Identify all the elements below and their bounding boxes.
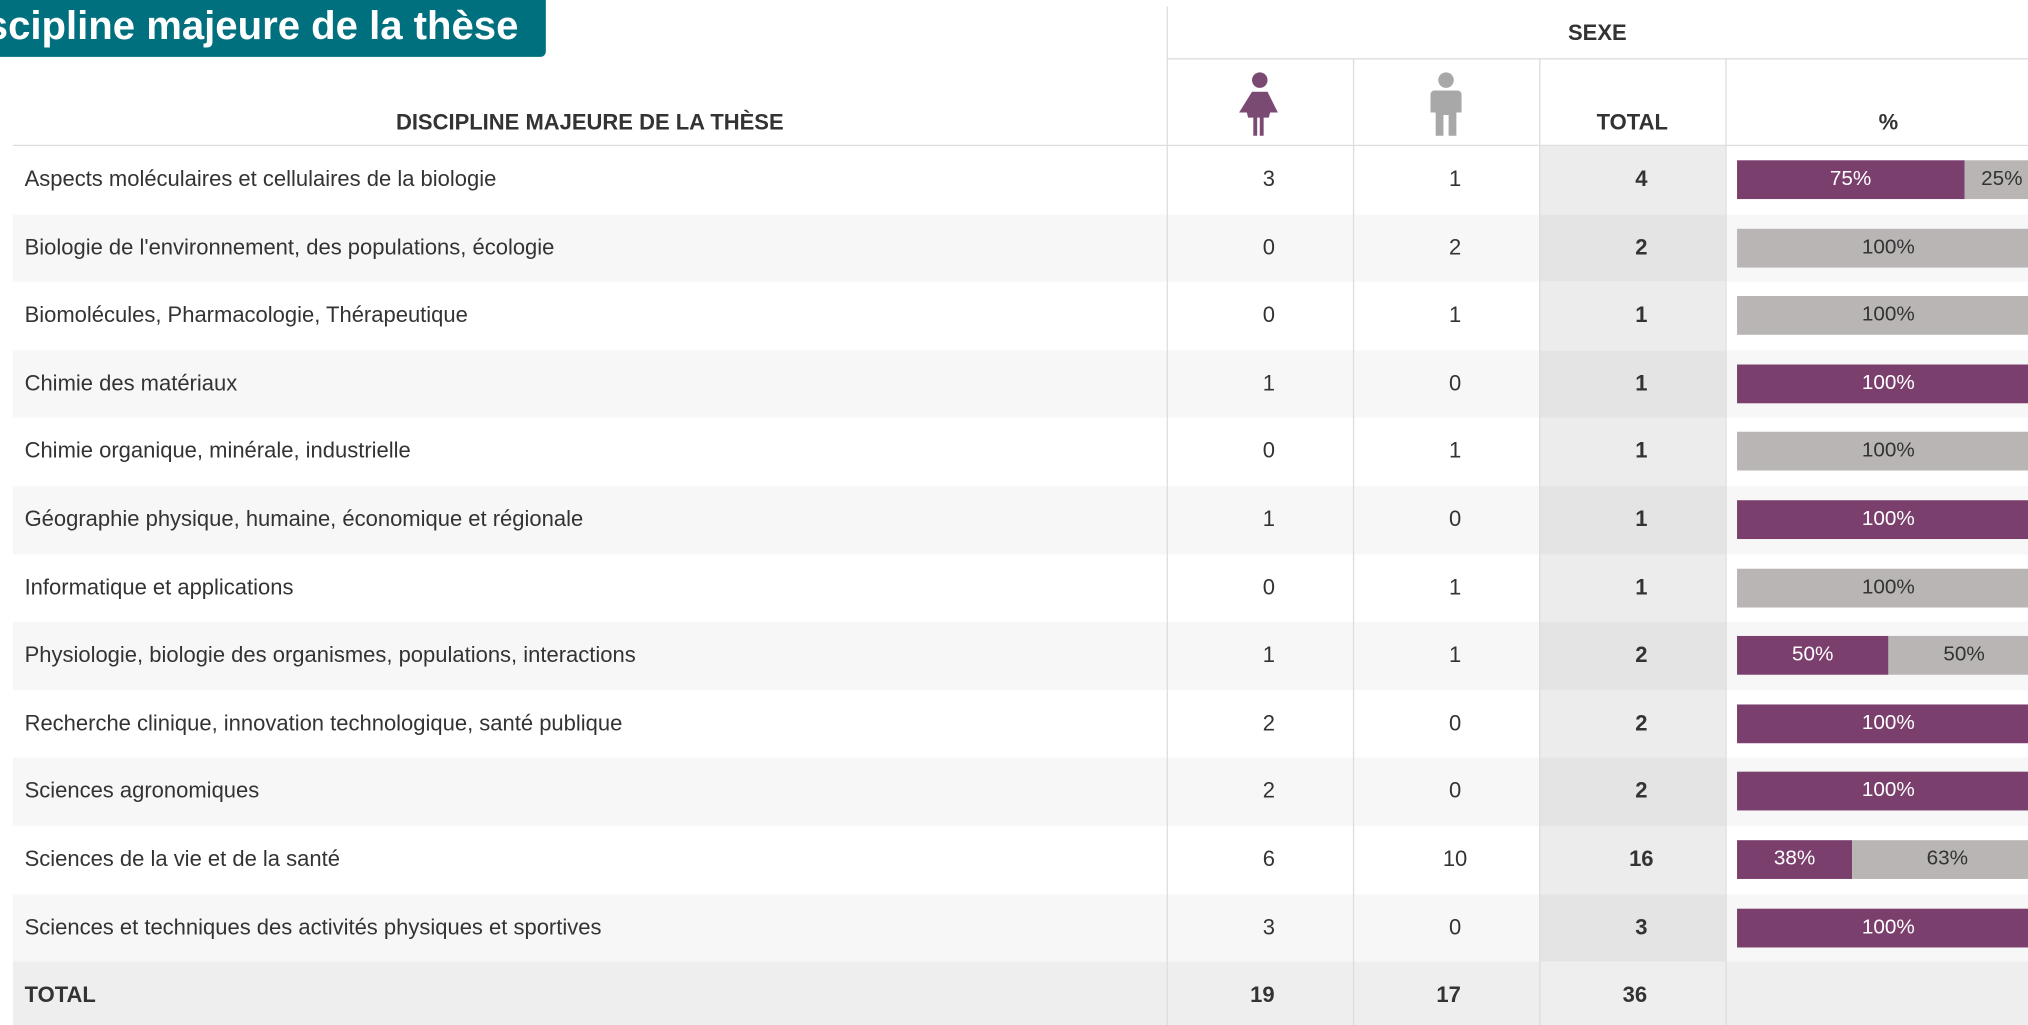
female-count: 2 xyxy=(1262,778,1275,804)
total-bg xyxy=(1539,214,1726,283)
total-female: 19 xyxy=(1250,982,1275,1008)
percent-bar: 100% xyxy=(1737,568,2028,607)
female-count: 0 xyxy=(1262,234,1275,260)
female-count: 2 xyxy=(1262,710,1275,736)
male-count: 1 xyxy=(1448,642,1462,668)
row-label: Informatique et applications xyxy=(24,574,294,600)
divider xyxy=(12,144,2028,147)
total-count: 2 xyxy=(1635,642,1648,668)
group-header: SEXE xyxy=(1568,20,1627,46)
female-count: 0 xyxy=(1262,302,1275,328)
percent-bar: 100% xyxy=(1737,704,2028,743)
row-label: Sciences de la vie et de la santé xyxy=(24,846,340,872)
percent-bar: 38% xyxy=(1737,840,1853,879)
male-count: 0 xyxy=(1448,778,1462,804)
section-title: Discipline majeure de la thèse xyxy=(0,0,546,57)
total-count: 1 xyxy=(1635,438,1648,464)
total-bg xyxy=(1539,486,1726,555)
male-count: 10 xyxy=(1442,846,1468,872)
male-count: 0 xyxy=(1448,506,1462,532)
percent-bar: 100% xyxy=(1737,364,2028,404)
total-count: 2 xyxy=(1635,234,1648,260)
percent-bar: 100% xyxy=(1737,772,2028,811)
total-count: 3 xyxy=(1635,914,1648,940)
female-count: 6 xyxy=(1262,846,1275,872)
male-count: 0 xyxy=(1448,710,1462,736)
percent-bar: 100% xyxy=(1737,908,2028,947)
female-count: 0 xyxy=(1262,438,1275,464)
male-count: 2 xyxy=(1448,234,1462,260)
total-male: 17 xyxy=(1436,982,1461,1008)
total-total: 36 xyxy=(1622,982,1648,1008)
column-divider xyxy=(1352,58,1355,1025)
percent-bar: 63% xyxy=(1852,840,2028,879)
total-count: 2 xyxy=(1635,778,1648,804)
percent-bar: 100% xyxy=(1737,432,2028,472)
total-bg xyxy=(1539,350,1726,419)
row-label: Biomolécules, Pharmacologie, Thérapeutiq… xyxy=(24,302,468,328)
row-label: Biologie de l'environnement, des populat… xyxy=(24,234,555,260)
total-count: 2 xyxy=(1635,710,1648,736)
percent-bar: 75% xyxy=(1737,160,1965,200)
percent-bar: 100% xyxy=(1737,500,2028,540)
column-divider xyxy=(1166,6,1168,1025)
total-count: 1 xyxy=(1635,370,1648,396)
divider xyxy=(1166,58,2028,60)
row-label: Physiologie, biologie des organismes, po… xyxy=(24,642,636,668)
row-label: Sciences agronomiques xyxy=(24,778,260,804)
total-label: TOTAL xyxy=(24,982,96,1008)
female-count: 1 xyxy=(1262,370,1275,396)
female-count: 3 xyxy=(1262,914,1275,940)
total-count: 1 xyxy=(1635,302,1648,328)
percent-bar: 50% xyxy=(1737,636,1889,675)
total-bg xyxy=(1539,146,1726,215)
male-count: 1 xyxy=(1448,574,1462,600)
total-bg xyxy=(1539,825,1726,894)
male-count: 1 xyxy=(1448,438,1462,464)
total-count: 1 xyxy=(1635,574,1648,600)
total-bg xyxy=(1539,757,1726,826)
total-bg xyxy=(1539,554,1726,622)
column-header: DISCIPLINE MAJEURE DE LA THÈSE xyxy=(395,109,784,135)
female-count: 0 xyxy=(1262,574,1275,600)
total-count: 1 xyxy=(1635,506,1648,532)
row-label: Chimie organique, minérale, industrielle xyxy=(24,438,411,464)
female-count: 1 xyxy=(1262,642,1275,668)
column-header: TOTAL xyxy=(1596,109,1668,135)
row-label: Sciences et techniques des activités phy… xyxy=(24,914,602,940)
column-divider xyxy=(1725,58,1727,1025)
total-bg xyxy=(1539,621,1726,690)
percent-bar: 100% xyxy=(1737,296,2028,336)
total-count: 16 xyxy=(1629,846,1654,872)
total-bg xyxy=(1539,689,1726,758)
male-count: 0 xyxy=(1448,370,1462,396)
total-bg xyxy=(1539,282,1726,351)
row-label: Recherche clinique, innovation technolog… xyxy=(24,710,623,736)
female-count: 1 xyxy=(1262,506,1275,532)
total-count: 4 xyxy=(1635,166,1648,192)
row-label: Géographie physique, humaine, économique… xyxy=(24,506,584,532)
male-count: 1 xyxy=(1448,302,1462,328)
male-count: 0 xyxy=(1448,914,1462,940)
total-row-bg xyxy=(12,961,2028,1025)
column-divider xyxy=(1539,58,1541,1025)
total-bg xyxy=(1539,418,1726,486)
column-header: % xyxy=(1878,109,1899,135)
female-icon xyxy=(1239,72,1278,136)
female-count: 3 xyxy=(1262,166,1275,192)
row-label: Chimie des matériaux xyxy=(24,370,238,396)
percent-bar: 100% xyxy=(1737,228,2028,268)
total-bg xyxy=(1539,893,1726,962)
percent-bar: 25% xyxy=(1964,160,2028,200)
male-icon xyxy=(1430,72,1462,136)
male-count: 1 xyxy=(1448,166,1462,192)
row-label: Aspects moléculaires et cellulaires de l… xyxy=(24,166,497,192)
percent-bar: 50% xyxy=(1888,636,2028,675)
